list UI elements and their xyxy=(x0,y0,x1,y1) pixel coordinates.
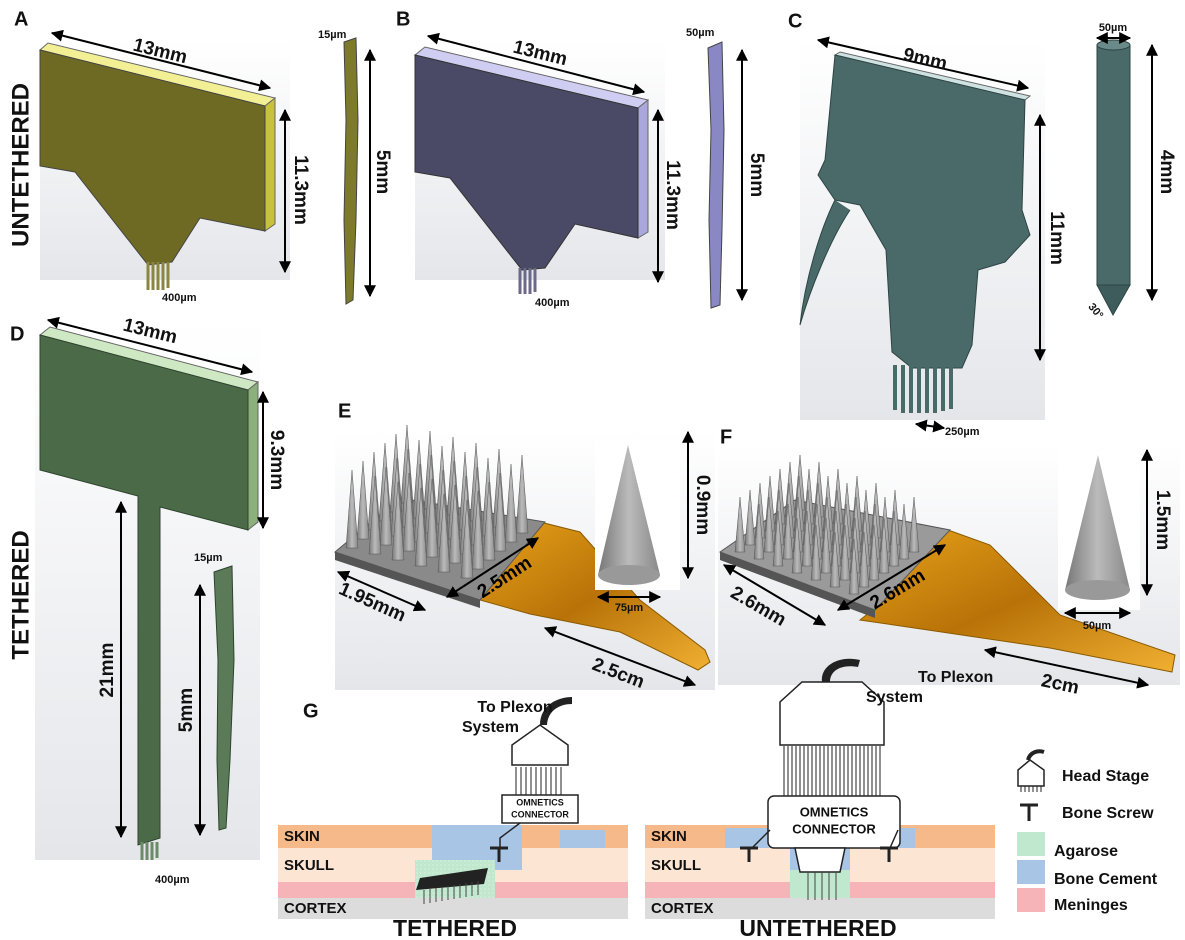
dimension: 0.9mm xyxy=(692,475,713,535)
panel-b: B 13mm 11.3mm 400µm 50µm 5mm xyxy=(396,8,767,309)
legend-label: Agarose xyxy=(1054,843,1118,860)
layer-label: CORTEX xyxy=(284,900,347,917)
layer-label: CORTEX xyxy=(651,900,714,917)
dimension: 15µm xyxy=(194,552,223,564)
panel-f: F 2.6mm 2.6mm 2cm 1.5mm 50µm xyxy=(718,426,1180,698)
plexon-label: To Plexon xyxy=(477,699,552,716)
side-face xyxy=(265,98,275,231)
dimension: 5mm xyxy=(176,688,197,732)
legend-swatch xyxy=(1017,832,1045,856)
dimension: 5mm xyxy=(372,150,393,194)
legend-icon xyxy=(1021,786,1041,792)
plexon-label: System xyxy=(462,719,519,736)
tethered-schematic: To Plexon System OMNETICS CONNECTOR SKIN… xyxy=(278,697,628,940)
legend-icon xyxy=(1018,760,1044,786)
agarose xyxy=(790,870,850,898)
legend-label: Head Stage xyxy=(1062,768,1149,785)
panel-label: C xyxy=(788,10,802,32)
dimension: 50µm xyxy=(1083,620,1112,632)
panel-label: B xyxy=(396,8,410,30)
side-face xyxy=(248,382,258,530)
layer-label: SKIN xyxy=(284,828,320,845)
connector-label: CONNECTOR xyxy=(792,821,876,836)
row-label: UNTETHERED xyxy=(7,83,34,247)
panel-label: G xyxy=(303,700,319,722)
row-label: TETHERED xyxy=(7,530,34,659)
panel-label: F xyxy=(720,426,732,448)
dimension: 4mm xyxy=(1156,150,1177,194)
cylinder xyxy=(1097,45,1130,285)
figure: UNTETHERED TETHERED A 13mm 11.3mm 400µm … xyxy=(0,0,1185,940)
head-stage-pins xyxy=(516,767,561,795)
panel-c: C 9mm 11mm 250µm 50µm 4mm 30° xyxy=(788,10,1177,438)
probe-side xyxy=(344,38,358,304)
legend-swatch xyxy=(1017,860,1045,884)
plexon-label: System xyxy=(866,689,923,706)
layer-label: SKULL xyxy=(284,857,334,874)
panel-e: E 1.95mm 2.5mm 2.5cm 0.9mm 75µm xyxy=(335,400,715,693)
dimension: 30° xyxy=(1085,301,1105,321)
dimension: 1.5mm xyxy=(1152,490,1173,550)
cone-base xyxy=(598,565,660,585)
dimension: 9.3mm xyxy=(266,430,287,490)
dimension: 5mm xyxy=(746,153,767,197)
layer-label: SKULL xyxy=(651,857,701,874)
cone-base xyxy=(1065,580,1130,600)
probe-side xyxy=(708,42,724,308)
panel-label: D xyxy=(10,323,24,345)
connector-label: OMNETICS xyxy=(800,804,869,819)
head-stage xyxy=(512,725,568,765)
bone-cement xyxy=(560,830,605,848)
dimension: 400µm xyxy=(535,297,570,309)
cylinder-top xyxy=(1097,40,1130,50)
plexon-label: To Plexon xyxy=(918,669,993,686)
legend-icon xyxy=(1028,751,1044,760)
dimension: 11mm xyxy=(1046,211,1067,265)
panel-a: A 13mm 11.3mm 400µm 15µm 5mm xyxy=(14,8,393,304)
connector-label: OMNETICS xyxy=(516,797,564,807)
dimension: 75µm xyxy=(615,602,644,614)
dimension: 11.3mm xyxy=(662,160,683,230)
panel-label: A xyxy=(14,8,28,30)
layer-label: SKIN xyxy=(651,828,687,845)
legend-icon xyxy=(1020,805,1038,821)
side-face xyxy=(638,100,648,238)
legend-label: Bone Screw xyxy=(1062,805,1154,822)
dimension: 50µm xyxy=(686,27,715,39)
dimension: 21mm xyxy=(97,643,118,698)
dimension: 15µm xyxy=(318,29,347,41)
legend-label: Meninges xyxy=(1054,897,1128,914)
arrow xyxy=(916,424,944,428)
dimension: 11.3mm xyxy=(290,155,311,225)
panel-g: G To Plexon System OMNETICS CONNECTOR SK… xyxy=(278,659,1158,940)
legend-swatch xyxy=(1017,888,1045,912)
caption: UNTETHERED xyxy=(739,915,896,940)
legend: Head Stage Bone Screw Agarose Bone Cemen… xyxy=(1017,751,1158,914)
panel-d: D 13mm 9.3mm 21mm 400µm 15µm 5mm xyxy=(10,315,287,886)
legend-label: Bone Cement xyxy=(1054,871,1158,888)
panel-label: E xyxy=(338,400,351,422)
connector-label: CONNECTOR xyxy=(511,809,569,819)
dimension: 50µm xyxy=(1099,22,1128,34)
head-stage-pins xyxy=(784,746,880,796)
connector-plug xyxy=(795,848,845,872)
untethered-schematic: To Plexon System OMNETICS CONNECTOR SKIN… xyxy=(645,659,995,940)
caption: TETHERED xyxy=(393,915,517,940)
dimension: 400µm xyxy=(162,292,197,304)
dimension: 400µm xyxy=(155,874,190,886)
dimension: 250µm xyxy=(945,426,980,438)
